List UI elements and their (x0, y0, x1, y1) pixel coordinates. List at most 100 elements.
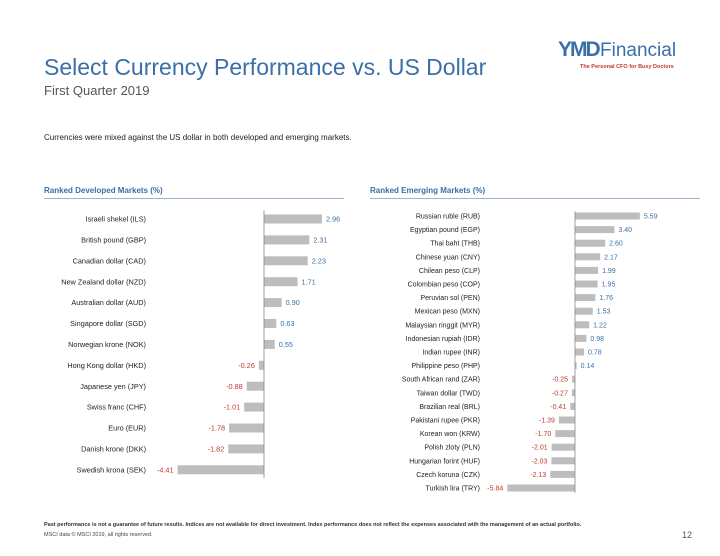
bar (575, 321, 590, 329)
category-label: Danish krone (DKK) (81, 444, 146, 453)
category-label: Indian rupee (INR) (422, 349, 480, 356)
value-label: 2.23 (312, 256, 326, 265)
value-label: 1.71 (302, 277, 316, 286)
value-label: -0.25 (552, 377, 568, 384)
category-label: Peruvian sol (PEN) (420, 295, 480, 302)
bar (575, 280, 598, 288)
bar (575, 253, 601, 261)
bar (264, 235, 310, 245)
category-label: Swiss franc (CHF) (87, 403, 146, 412)
value-label: 2.96 (326, 215, 340, 224)
bar (246, 381, 264, 391)
bar (551, 443, 575, 451)
value-label: 2.17 (604, 254, 618, 261)
developed-markets-chart: Israeli shekel (ILS) 2.96 British pound (G… (61, 210, 340, 479)
category-label: Malaysian ringgit (MYR) (405, 322, 480, 329)
category-label: Australian dollar (AUD) (71, 298, 146, 307)
category-label: Israeli shekel (ILS) (86, 215, 146, 224)
bar (177, 465, 264, 475)
bar (555, 430, 575, 438)
category-label: Chilean peso (CLP) (419, 268, 480, 275)
value-label: -4.41 (157, 465, 174, 474)
value-label: 1.99 (602, 268, 616, 275)
bar (244, 402, 264, 412)
emerging-markets-title: Ranked Emerging Markets (%) (370, 186, 486, 195)
emerging-markets-rule (370, 198, 700, 199)
category-label: Turkish lira (TRY) (426, 485, 480, 492)
value-label: 2.60 (609, 241, 623, 248)
value-label: -1.70 (535, 431, 551, 438)
source-text: MSCI data © MSCI 2019, all rights reserv… (44, 532, 153, 538)
value-label: -1.39 (539, 417, 555, 424)
category-label: Singapore dollar (SGD) (70, 319, 146, 328)
value-label: -5.84 (487, 485, 503, 492)
bar (264, 339, 275, 349)
category-label: Philippine peso (PHP) (412, 363, 480, 370)
value-label: -1.01 (224, 403, 241, 412)
disclaimer-text: Past performance is not a guarantee of f… (44, 522, 582, 528)
bar (229, 423, 264, 433)
value-label: -1.82 (208, 444, 225, 453)
category-label: Hungarian forint (HUF) (409, 458, 480, 465)
value-label: 0.14 (581, 363, 595, 370)
intro-text: Currencies were mixed against the US dol… (44, 133, 352, 142)
category-label: Czech koruna (CZK) (416, 472, 480, 479)
value-label: 1.22 (593, 322, 607, 329)
bar (228, 444, 264, 454)
category-label: Polish zloty (PLN) (424, 445, 480, 452)
bar (264, 214, 323, 224)
bar (571, 389, 575, 397)
page-title: Select Currency Performance vs. US Dolla… (44, 54, 487, 80)
category-label: British pound (GBP) (81, 235, 146, 244)
bar (575, 226, 615, 234)
bar (570, 402, 575, 410)
bar (575, 307, 593, 315)
bar (575, 239, 606, 247)
value-label: 0.63 (280, 319, 294, 328)
page-number: 12 (682, 530, 693, 540)
category-label: New Zealand dollar (NZD) (61, 277, 146, 286)
category-label: South African rand (ZAR) (402, 377, 480, 384)
category-label: Euro (EUR) (108, 424, 146, 433)
category-label: Colombian peso (COP) (408, 281, 480, 288)
value-label: 1.76 (599, 295, 613, 302)
bar (575, 212, 640, 220)
bar (264, 277, 298, 287)
page-subtitle: First Quarter 2019 (44, 83, 150, 98)
value-label: -2.03 (531, 458, 547, 465)
bar (575, 362, 577, 370)
logo-brand-name: Financial (600, 40, 676, 61)
emerging-markets-chart: Russian ruble (RUB) 5.59 Egyptian pound (E… (402, 211, 658, 493)
value-label: 0.55 (279, 340, 293, 349)
category-label: Russian ruble (RUB) (416, 213, 480, 220)
developed-markets-title: Ranked Developed Markets (%) (44, 186, 163, 195)
category-label: Mexican peso (MXN) (415, 309, 480, 316)
value-label: 0.98 (590, 336, 604, 343)
category-label: Brazilian real (BRL) (419, 404, 480, 411)
category-label: Taiwan dollar (TWD) (417, 390, 480, 397)
value-label: -0.41 (550, 404, 566, 411)
company-logo: YMD Financial The Personal CFO for Busy … (558, 38, 676, 70)
value-label: -0.27 (552, 390, 568, 397)
category-label: Korean won (KRW) (420, 431, 480, 438)
category-label: Chinese yuan (CNY) (416, 254, 480, 261)
value-label: 1.53 (597, 309, 611, 316)
category-label: Swedish krona (SEK) (77, 465, 146, 474)
category-label: Indonesian rupiah (IDR) (406, 336, 480, 343)
value-label: -0.88 (226, 382, 243, 391)
bar (575, 334, 587, 342)
value-label: -0.26 (238, 361, 255, 370)
logo-tagline: The Personal CFO for Busy Doctors (580, 64, 674, 70)
category-label: Canadian dollar (CAD) (73, 256, 146, 265)
developed-markets-rule (44, 198, 344, 199)
category-label: Pakistani rupee (PKR) (411, 417, 480, 424)
bar (575, 266, 599, 274)
value-label: -2.01 (532, 445, 548, 452)
bar (258, 360, 264, 370)
value-label: 5.59 (644, 213, 658, 220)
bar (575, 294, 596, 302)
category-label: Hong Kong dollar (HKD) (67, 361, 146, 370)
value-label: 2.31 (313, 235, 327, 244)
bar (551, 457, 575, 465)
value-label: -2.13 (530, 472, 546, 479)
